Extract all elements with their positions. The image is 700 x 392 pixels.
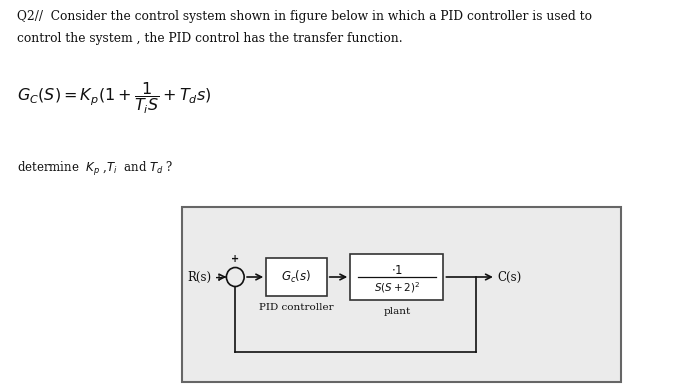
Bar: [350, 254, 444, 300]
Text: PID controller: PID controller: [259, 303, 334, 312]
Bar: [182, 207, 621, 382]
Text: $G_c(s)$: $G_c(s)$: [281, 269, 312, 285]
Text: $G_C(S)= K_p(1+\dfrac{1}{T_iS}+T_ds)$: $G_C(S)= K_p(1+\dfrac{1}{T_iS}+T_ds)$: [17, 80, 211, 116]
Text: +: +: [231, 254, 239, 263]
Text: R(s): R(s): [188, 270, 212, 283]
Text: +: +: [214, 273, 223, 283]
Text: $S(S+2)^2$: $S(S+2)^2$: [374, 281, 420, 296]
Text: control the system , the PID control has the transfer function.: control the system , the PID control has…: [17, 32, 402, 45]
Text: C(s): C(s): [498, 270, 522, 283]
Text: Q2//  Consider the control system shown in figure below in which a PID controlle: Q2// Consider the control system shown i…: [17, 10, 591, 23]
Bar: [266, 258, 327, 296]
Text: determine  $K_p$ ,$T_i$  and $T_d$ ?: determine $K_p$ ,$T_i$ and $T_d$ ?: [17, 160, 174, 178]
Text: $\cdot 1$: $\cdot 1$: [391, 263, 403, 276]
Text: plant: plant: [383, 307, 410, 316]
